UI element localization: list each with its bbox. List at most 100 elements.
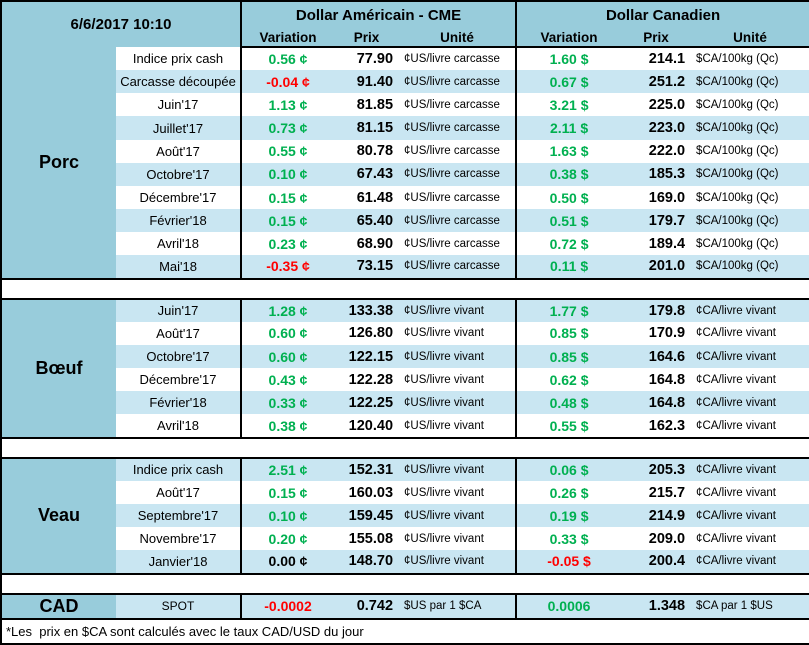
table-row: Décembre'17 0.15 ¢ 61.48 ¢US/livre carcasse… xyxy=(1,185,809,210)
cad-price-header: Prix xyxy=(621,28,692,48)
us-price: 91.40 xyxy=(334,70,400,94)
table-row: Porc Indice prix cash 0.56 ¢ 77.90 ¢US/livre… xyxy=(1,47,809,279)
us-unit: ¢US/livre carcasse xyxy=(399,209,518,233)
ca-unit: ¢CA/livre vivant xyxy=(691,391,809,415)
ca-variation: 0.0006 xyxy=(516,593,622,621)
us-unit: ¢US/livre vivant xyxy=(399,345,518,369)
us-variation: -0.0002 xyxy=(241,593,335,621)
us-price: 80.78 xyxy=(334,139,400,163)
ca-price: 164.8 xyxy=(621,391,692,415)
ca-price: 205.3 xyxy=(621,457,692,481)
row-label: Juin'17 xyxy=(116,298,243,322)
ca-variation: 0.67 $ xyxy=(516,70,622,94)
us-price: 81.15 xyxy=(334,116,400,140)
us-variation: 0.43 ¢ xyxy=(241,368,335,392)
price-table-body: Porc Indice prix cash 0.56 ¢ 77.90 ¢US/livre… xyxy=(1,47,809,621)
row-label: Septembre'17 xyxy=(116,504,243,528)
table-row: Juin'17 1.13 ¢ 81.85 ¢US/livre carcasse 3.21… xyxy=(1,93,809,117)
cad-variation-header: Variation xyxy=(516,28,622,48)
us-unit: ¢US/livre carcasse xyxy=(399,232,518,256)
us-price: 148.70 xyxy=(334,550,400,574)
us-unit: ¢US/livre carcasse xyxy=(399,255,518,279)
row-label: Indice prix cash xyxy=(116,47,243,71)
section-gap xyxy=(1,436,809,459)
us-unit: ¢US/livre vivant xyxy=(399,550,518,574)
row-label: Octobre'17 xyxy=(116,345,243,369)
table-row: Janvier'18 0.00 ¢ 148.70 ¢US/livre vivant -0… xyxy=(1,550,809,574)
us-variation: 0.56 ¢ xyxy=(241,47,335,71)
row-label: Août'17 xyxy=(116,321,243,346)
table-row: Novembre'17 0.20 ¢ 155.08 ¢US/livre vivant 0… xyxy=(1,527,809,551)
us-price: 0.742 xyxy=(334,593,400,621)
ca-price: 162.3 xyxy=(621,414,692,438)
us-price: 133.38 xyxy=(334,298,400,322)
ca-variation: 0.72 $ xyxy=(516,232,622,256)
us-price: 61.48 xyxy=(334,185,400,210)
row-label: Indice prix cash xyxy=(116,457,243,481)
ca-price: 179.8 xyxy=(621,298,692,322)
us-unit: ¢US/livre vivant xyxy=(399,480,518,505)
row-label: SPOT xyxy=(116,593,243,621)
section-label: Bœuf xyxy=(1,298,116,438)
ca-variation: 0.50 $ xyxy=(516,185,622,210)
table-row: Février'18 0.33 ¢ 122.25 ¢US/livre vivant 0.… xyxy=(1,391,809,415)
table-row: Juillet'17 0.73 ¢ 81.15 ¢US/livre carcasse 2… xyxy=(1,116,809,140)
ca-price: 214.9 xyxy=(621,504,692,528)
us-price: 160.03 xyxy=(334,480,400,505)
us-variation: 1.28 ¢ xyxy=(241,298,335,322)
ca-unit: ¢CA/livre vivant xyxy=(691,345,809,369)
us-price: 152.31 xyxy=(334,457,400,481)
row-label: Janvier'18 xyxy=(116,550,243,574)
ca-variation: 1.63 $ xyxy=(516,139,622,163)
us-price: 81.85 xyxy=(334,93,400,117)
cad-section-title: Dollar Canadien xyxy=(516,1,809,28)
ca-variation: 1.77 $ xyxy=(516,298,622,322)
row-label: Août'17 xyxy=(116,480,243,505)
table-row: Avril'18 0.23 ¢ 68.90 ¢US/livre carcasse 0.7… xyxy=(1,232,809,256)
gap-cell xyxy=(1,277,809,300)
us-variation: 0.00 ¢ xyxy=(241,550,335,574)
ca-unit: $CA par 1 $US xyxy=(691,593,809,621)
ca-price: 225.0 xyxy=(621,93,692,117)
table-row: Février'18 0.15 ¢ 65.40 ¢US/livre carcasse 0… xyxy=(1,209,809,233)
us-variation: 0.10 ¢ xyxy=(241,162,335,186)
table-row: Août'17 0.55 ¢ 80.78 ¢US/livre carcasse 1.63… xyxy=(1,139,809,163)
ca-variation: 0.38 $ xyxy=(516,162,622,186)
us-unit: ¢US/livre vivant xyxy=(399,321,518,346)
ca-unit: ¢CA/livre vivant xyxy=(691,414,809,438)
us-variation: 0.38 ¢ xyxy=(241,414,335,438)
table-row: Août'17 0.15 ¢ 160.03 ¢US/livre vivant 0.26 … xyxy=(1,480,809,505)
us-price: 67.43 xyxy=(334,162,400,186)
ca-unit: ¢CA/livre vivant xyxy=(691,321,809,346)
row-label: Avril'18 xyxy=(116,232,243,256)
row-label: Août'17 xyxy=(116,139,243,163)
ca-unit: $CA/100kg (Qc) xyxy=(691,70,809,94)
ca-price: 164.6 xyxy=(621,345,692,369)
us-variation: 0.60 ¢ xyxy=(241,321,335,346)
us-unit: ¢US/livre carcasse xyxy=(399,47,518,71)
us-unit: ¢US/livre carcasse xyxy=(399,116,518,140)
us-variation: -0.04 ¢ xyxy=(241,70,335,94)
us-variation: -0.35 ¢ xyxy=(241,255,335,279)
us-price: 122.25 xyxy=(334,391,400,415)
ca-variation: 0.48 $ xyxy=(516,391,622,415)
ca-variation: 0.06 $ xyxy=(516,457,622,481)
ca-price: 215.7 xyxy=(621,480,692,505)
us-variation: 0.20 ¢ xyxy=(241,527,335,551)
row-label: Février'18 xyxy=(116,209,243,233)
us-unit: ¢US/livre vivant xyxy=(399,298,518,322)
us-variation: 0.55 ¢ xyxy=(241,139,335,163)
ca-variation: 0.55 $ xyxy=(516,414,622,438)
ca-price: 214.1 xyxy=(621,47,692,71)
row-label: Carcasse découpée xyxy=(116,70,243,94)
us-price: 68.90 xyxy=(334,232,400,256)
ca-unit: ¢CA/livre vivant xyxy=(691,550,809,574)
us-unit: $US par 1 $CA xyxy=(399,593,518,621)
usd-variation-header: Variation xyxy=(241,28,335,48)
ca-unit: $CA/100kg (Qc) xyxy=(691,116,809,140)
us-price: 65.40 xyxy=(334,209,400,233)
ca-unit: ¢CA/livre vivant xyxy=(691,480,809,505)
section-label: Veau xyxy=(1,457,116,574)
